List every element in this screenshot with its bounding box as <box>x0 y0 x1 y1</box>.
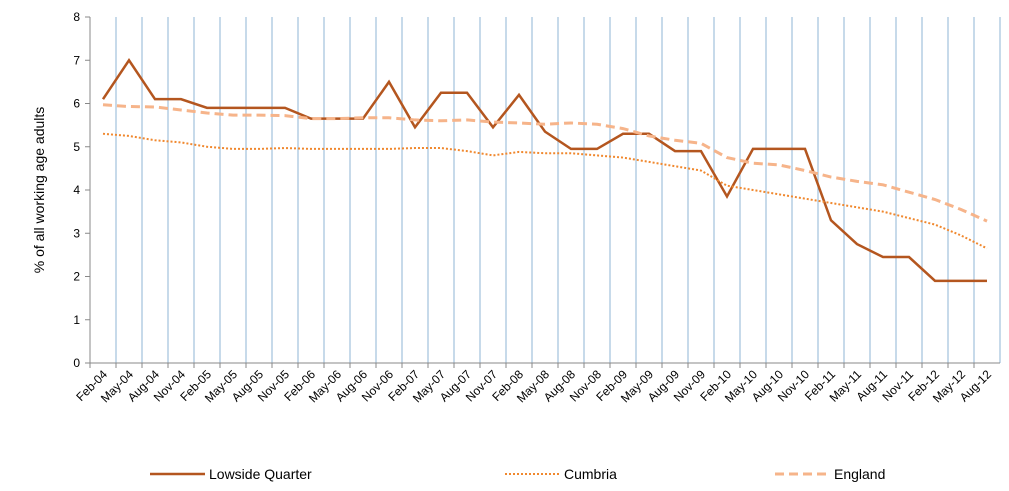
y-tick-label: 7 <box>73 53 80 67</box>
legend-label: Cumbria <box>564 466 617 482</box>
y-tick-label: 8 <box>73 10 80 24</box>
y-tick-label: 5 <box>73 140 80 154</box>
y-tick-label: 0 <box>73 356 80 370</box>
legend-label: England <box>834 466 885 482</box>
y-tick-label: 1 <box>73 313 80 327</box>
y-tick-label: 2 <box>73 270 80 284</box>
y-tick-label: 3 <box>73 226 80 240</box>
y-axis-label: % of all working age adults <box>31 107 47 274</box>
y-tick-label: 4 <box>73 183 80 197</box>
legend-label: Lowside Quarter <box>209 466 312 482</box>
series-line <box>101 57 987 283</box>
series-line <box>102 103 988 223</box>
y-tick-label: 6 <box>73 97 80 111</box>
series-line <box>102 132 988 250</box>
